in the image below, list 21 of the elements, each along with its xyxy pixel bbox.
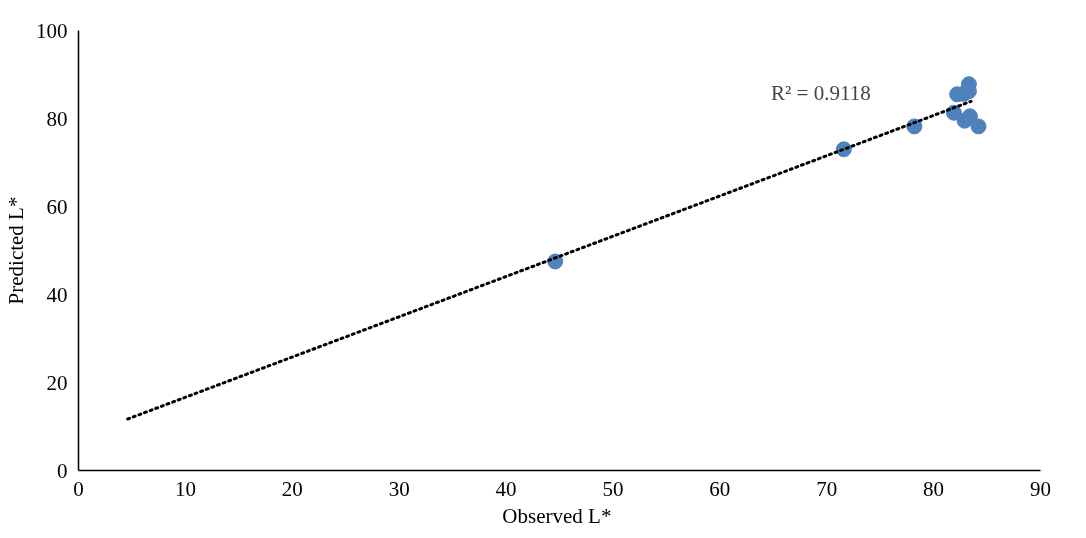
x-tick-label: 50 — [602, 476, 624, 501]
x-tick-label: 0 — [73, 476, 84, 501]
y-tick-label: 60 — [46, 194, 68, 219]
x-tick-label: 30 — [388, 476, 410, 501]
point — [970, 118, 987, 135]
y-tick-label: 20 — [46, 370, 68, 395]
y-tick-label: 100 — [36, 18, 68, 43]
y-axis-title: Predicted L* — [4, 196, 28, 305]
x-tick-label: 10 — [174, 476, 196, 501]
x-tick-label: 40 — [495, 476, 517, 501]
x-tick-label: 70 — [816, 476, 838, 501]
y-tick-label: 40 — [46, 282, 68, 307]
y-tick-label: 0 — [57, 458, 68, 483]
x-tick-label: 80 — [923, 476, 945, 501]
y-tick-label: 80 — [46, 106, 68, 131]
point — [961, 108, 978, 125]
x-tick-label: 60 — [709, 476, 731, 501]
x-tick-label: 20 — [281, 476, 303, 501]
x-tick-label: 90 — [1030, 476, 1051, 501]
x-axis-title: Observed L* — [502, 503, 612, 528]
annotation: R² = 0.9118 — [771, 81, 871, 106]
